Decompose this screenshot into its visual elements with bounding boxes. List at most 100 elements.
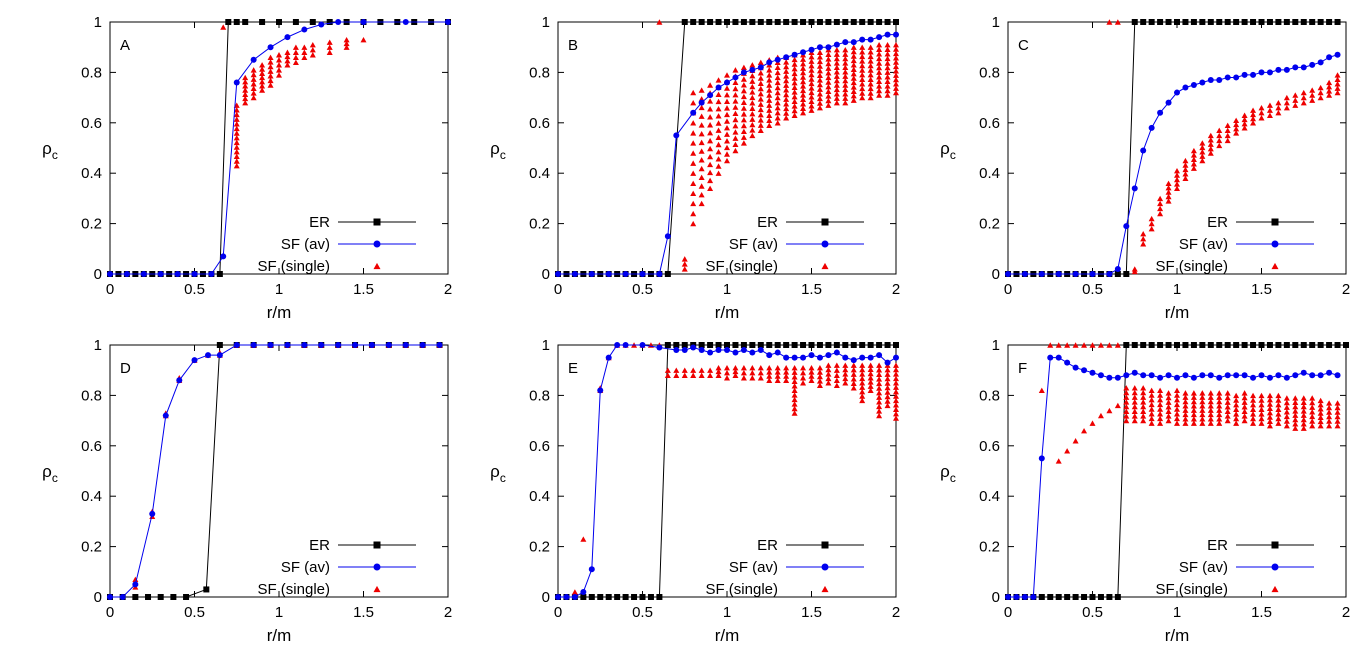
sf-single-point bbox=[783, 115, 790, 121]
sf-av-point bbox=[191, 357, 198, 364]
sf-av-point bbox=[267, 342, 274, 348]
sf-av-point bbox=[1106, 271, 1113, 277]
sf-single-point bbox=[816, 81, 823, 88]
sf-single-point bbox=[1275, 401, 1282, 408]
x-axis-label: r/m bbox=[715, 303, 740, 322]
er-point bbox=[1258, 342, 1265, 348]
sf-single-point bbox=[1275, 397, 1282, 403]
sf-single-point bbox=[1097, 342, 1104, 348]
sf-single-point bbox=[1224, 132, 1231, 139]
sf-single-point bbox=[1148, 225, 1155, 232]
sf-single-point bbox=[292, 49, 299, 55]
sf-single-point bbox=[740, 128, 747, 135]
y-axis-label-sub: c bbox=[52, 471, 58, 485]
sf-single-point bbox=[276, 62, 282, 68]
y-tick-label: 0.6 bbox=[81, 115, 102, 132]
sf-single-point bbox=[825, 56, 832, 62]
sf-single-point bbox=[250, 94, 257, 101]
sf-single-point bbox=[1140, 385, 1147, 391]
sf-single-point bbox=[242, 95, 249, 102]
sf-single-point bbox=[1207, 420, 1214, 426]
sf-single-point bbox=[698, 200, 705, 207]
sf-av-point bbox=[1233, 74, 1240, 81]
sf-single-point bbox=[250, 71, 257, 78]
sf-single-point bbox=[740, 364, 747, 371]
panel-label: C bbox=[1018, 37, 1029, 54]
sf-single-point bbox=[783, 101, 790, 107]
sf-single-point bbox=[1131, 403, 1138, 410]
er-point bbox=[681, 19, 688, 25]
sf-single-point bbox=[1123, 413, 1130, 419]
legend: ER SF (av) SF (single) bbox=[1155, 537, 1314, 598]
sf-single-point bbox=[757, 106, 764, 113]
sf-av-point bbox=[791, 354, 798, 361]
legend-label-er: ER bbox=[1207, 214, 1228, 231]
er-point bbox=[690, 19, 697, 25]
sf-single-point bbox=[1199, 416, 1206, 422]
sf-single-point bbox=[1207, 416, 1214, 422]
sf-single-point bbox=[850, 385, 857, 391]
legend-marker-er bbox=[821, 218, 829, 226]
sf-single-point bbox=[833, 95, 840, 101]
sf-single-point bbox=[724, 144, 730, 151]
sf-single-point bbox=[1072, 342, 1079, 348]
sf-single-point bbox=[1148, 387, 1155, 394]
sf-single-point bbox=[816, 68, 823, 74]
panel-label: D bbox=[120, 360, 131, 377]
sf-single-point bbox=[1292, 97, 1299, 103]
sf-single-point bbox=[132, 576, 139, 583]
sf-single-point bbox=[850, 62, 857, 68]
sf-av-point bbox=[1258, 69, 1265, 76]
sf-av-point bbox=[749, 66, 756, 73]
sf-av-point bbox=[850, 357, 857, 364]
sf-single-point bbox=[825, 70, 832, 76]
x-tick-label: 1 bbox=[1173, 281, 1181, 298]
sf-single-point bbox=[1174, 181, 1180, 187]
sf-single-point bbox=[825, 93, 832, 99]
sf-single-point bbox=[1148, 411, 1155, 417]
legend-label-sf-single: SF (single) bbox=[257, 258, 330, 275]
sf-single-point bbox=[850, 53, 857, 59]
sf-av-point bbox=[673, 347, 680, 354]
sf-single-point bbox=[876, 92, 883, 98]
legend-marker-sf-av bbox=[373, 563, 381, 571]
sf-single-point bbox=[681, 266, 688, 272]
sf-single-point bbox=[800, 364, 807, 371]
sf-single-point bbox=[1275, 420, 1282, 426]
sf-single-point bbox=[1140, 230, 1147, 237]
sf-av-point bbox=[1258, 372, 1265, 379]
er-point bbox=[732, 342, 739, 348]
sf-single-point bbox=[1275, 406, 1282, 412]
sf-single-point bbox=[698, 174, 705, 180]
er-point bbox=[740, 342, 747, 348]
sf-single-point bbox=[749, 62, 756, 68]
sf-single-point bbox=[867, 94, 874, 101]
er-point bbox=[707, 19, 714, 25]
er-point bbox=[842, 19, 849, 25]
plot-data bbox=[107, 342, 443, 600]
sf-single-point bbox=[250, 67, 257, 73]
sf-av-point bbox=[690, 344, 697, 351]
sf-single-point bbox=[791, 369, 798, 375]
sf-single-point bbox=[698, 113, 705, 119]
sf-single-point bbox=[1241, 394, 1248, 401]
sf-single-point bbox=[715, 127, 722, 133]
sf-single-point bbox=[1300, 408, 1307, 414]
sf-single-point bbox=[715, 372, 722, 378]
sf-single-point bbox=[867, 90, 874, 96]
sf-single-point bbox=[724, 375, 730, 381]
sf-single-point bbox=[842, 95, 849, 101]
sf-av-point bbox=[757, 347, 764, 354]
x-tick-label: 0.5 bbox=[1082, 604, 1103, 621]
sf-single-point bbox=[1334, 418, 1341, 424]
sf-single-point bbox=[284, 53, 291, 60]
sf-single-point bbox=[833, 362, 840, 368]
sf-single-point bbox=[1174, 387, 1180, 394]
sf-single-point bbox=[816, 86, 823, 92]
sf-single-point bbox=[1123, 417, 1130, 424]
sf-single-point bbox=[816, 63, 823, 69]
sf-av-point bbox=[1055, 354, 1062, 361]
er-point bbox=[876, 342, 883, 348]
sf-av-point bbox=[1275, 66, 1282, 73]
er-point bbox=[876, 19, 883, 25]
